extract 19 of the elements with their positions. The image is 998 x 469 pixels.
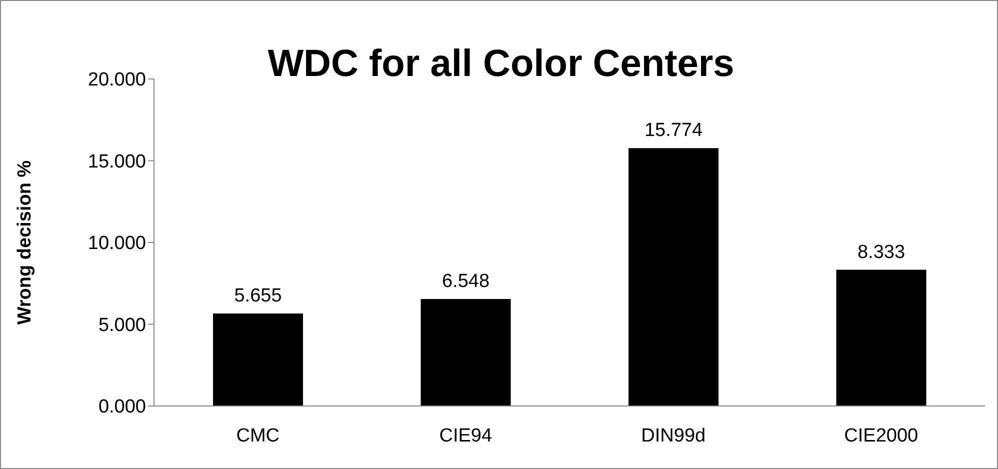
data-label: 6.548 xyxy=(442,270,490,292)
y-tick-label: 10.000 xyxy=(88,233,146,254)
x-tick-label: CIE94 xyxy=(439,425,492,446)
y-tick-label: 0.000 xyxy=(98,396,146,418)
y-axis-title: Wrong decision % xyxy=(14,160,36,325)
x-tick-label: DIN99d xyxy=(641,425,706,446)
bar xyxy=(420,298,511,406)
bar xyxy=(836,270,926,406)
y-tick-label: 15.000 xyxy=(88,151,146,172)
x-tick-label: CIE2000 xyxy=(844,425,918,446)
y-tick-label: 5.000 xyxy=(98,314,146,336)
bar xyxy=(628,148,718,406)
x-tick-label: CMC xyxy=(236,425,280,446)
y-tick-label: 20.000 xyxy=(88,70,146,91)
data-label: 5.655 xyxy=(234,286,282,307)
data-label: 15.774 xyxy=(644,120,703,142)
bar xyxy=(213,314,303,406)
chart-title: WDC for all Color Centers xyxy=(266,43,736,86)
data-label: 8.333 xyxy=(857,242,906,263)
